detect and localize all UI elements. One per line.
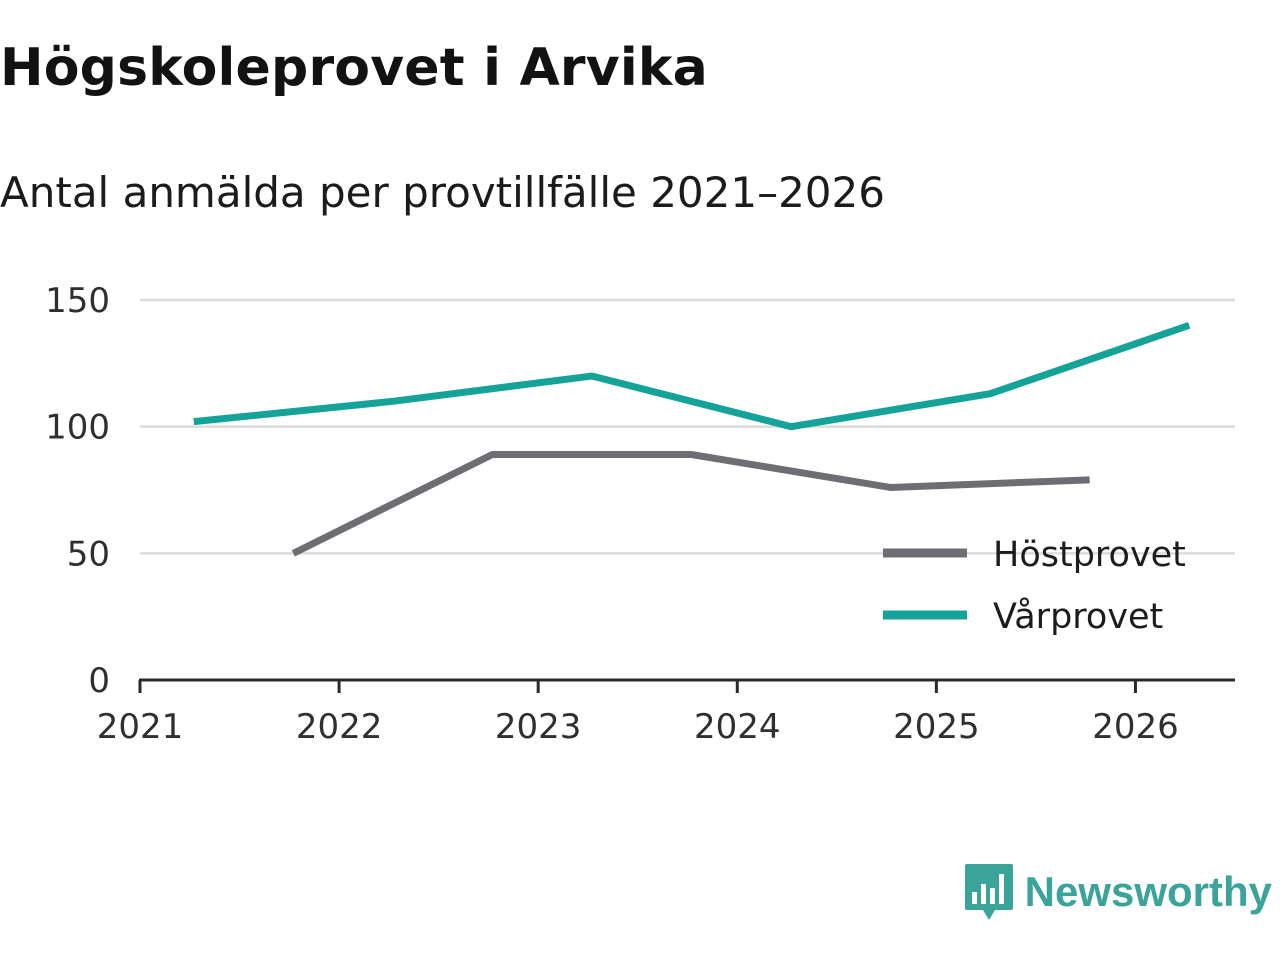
- data-point-v-rprovet: [190, 418, 198, 426]
- data-point-h-stprovet: [687, 451, 695, 459]
- legend-label-v-rprovet: Vårprovet: [993, 596, 1163, 637]
- chart-title: Högskoleprovet i Arvika: [0, 38, 708, 98]
- y-tick-label-50: 50: [67, 534, 110, 574]
- data-point-h-stprovet: [488, 451, 496, 459]
- series-line-v-rprovet: [193, 322, 1191, 431]
- x-tick-label-2023: 2023: [495, 707, 582, 747]
- legend-label-h-stprovet: Höstprovet: [993, 535, 1186, 575]
- data-point-v-rprovet: [787, 423, 795, 431]
- x-tick-label-2026: 2026: [1092, 707, 1179, 747]
- newsworthy-logo-icon: [964, 864, 1013, 920]
- x-tick-label-2025: 2025: [893, 707, 980, 747]
- data-point-v-rprovet: [1185, 321, 1193, 329]
- y-tick-label-150: 150: [45, 281, 110, 321]
- data-point-v-rprovet: [389, 397, 397, 405]
- data-point-v-rprovet: [588, 372, 596, 380]
- data-point-h-stprovet: [289, 549, 297, 557]
- y-tick-label-100: 100: [45, 408, 110, 448]
- chart-subtitle: Antal anmälda per provtillfälle 2021–202…: [0, 168, 885, 217]
- data-point-v-rprovet: [986, 390, 994, 398]
- x-tick-label-2022: 2022: [296, 707, 383, 747]
- y-tick-label-0: 0: [88, 661, 110, 701]
- x-tick-label-2024: 2024: [694, 707, 781, 747]
- data-point-h-stprovet: [1086, 476, 1094, 484]
- series-line-h-stprovet: [291, 451, 1090, 557]
- newsworthy-logo: Newsworthy: [963, 862, 1272, 922]
- newsworthy-wordmark: Newsworthy: [1024, 868, 1272, 915]
- data-point-h-stprovet: [887, 483, 895, 491]
- x-tick-label-2021: 2021: [97, 707, 184, 747]
